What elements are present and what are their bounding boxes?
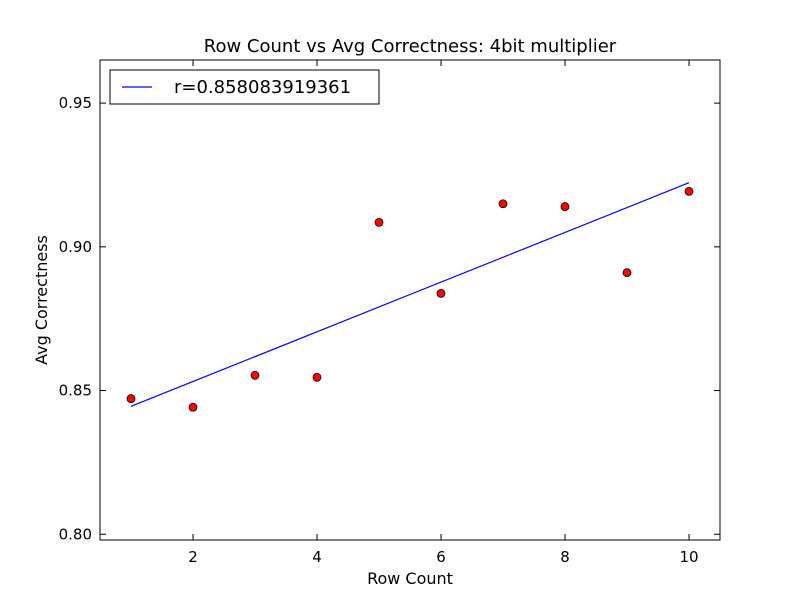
y-tick-label: 0.95 bbox=[59, 94, 92, 112]
data-point bbox=[560, 202, 570, 211]
y-axis-label: Avg Correctness bbox=[32, 235, 51, 365]
legend: r=0.858083919361 bbox=[109, 69, 380, 105]
data-point bbox=[188, 402, 198, 412]
legend-box bbox=[109, 69, 380, 105]
axes-frame bbox=[99, 59, 721, 541]
data-point bbox=[312, 372, 322, 382]
chart-title: Row Count vs Avg Correctness: 4bit multi… bbox=[204, 36, 617, 57]
x-tick-label: 4 bbox=[312, 548, 322, 566]
x-tick-label: 8 bbox=[560, 548, 570, 566]
y-tick-label: 0.90 bbox=[59, 238, 92, 256]
data-point bbox=[684, 186, 694, 196]
data-point bbox=[436, 288, 446, 298]
legend-label: r=0.858083919361 bbox=[174, 77, 351, 98]
regression-line bbox=[130, 182, 690, 407]
y-tick-label: 0.80 bbox=[59, 525, 92, 543]
data-point bbox=[126, 394, 136, 403]
x-tick-label: 6 bbox=[436, 548, 446, 566]
x-tick-label: 10 bbox=[679, 548, 698, 566]
data-point bbox=[498, 199, 508, 209]
data-point bbox=[374, 217, 384, 227]
x-axis-label: Row Count bbox=[367, 569, 453, 588]
y-tick-label: 0.85 bbox=[59, 382, 92, 400]
x-tick-label: 2 bbox=[188, 548, 198, 566]
data-point bbox=[250, 370, 260, 380]
data-point bbox=[622, 268, 632, 278]
